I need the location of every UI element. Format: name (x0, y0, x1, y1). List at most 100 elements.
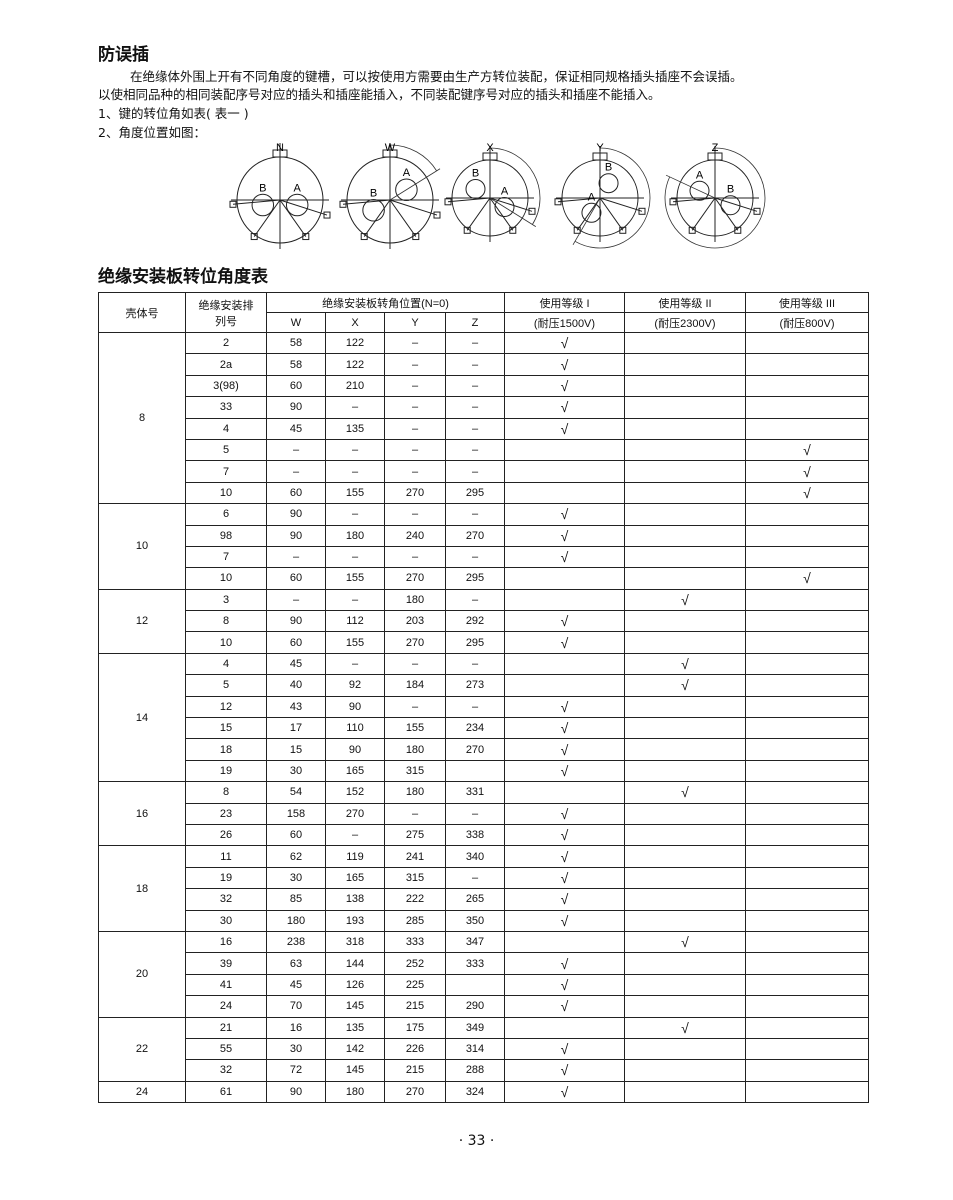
cell-x: – (325, 652, 385, 676)
cell-w: 17 (266, 717, 326, 740)
cell-grade-2 (624, 738, 746, 761)
paragraph-1: 在绝缘体外围上开有不同角度的键槽，可以按使用方需要由生产方转位装配，保证相同规格… (130, 69, 743, 84)
cell-z: 340 (445, 845, 505, 868)
cell-shell: 8 (98, 331, 186, 505)
cell-grade-3 (745, 331, 869, 355)
cell-grade-1: √ (504, 888, 625, 911)
contact-hole-b (598, 173, 619, 194)
header-grade-2-voltage: (耐压2300V) (624, 312, 746, 333)
cell-y: 240 (384, 524, 446, 547)
table-row: 7– – – – √ (99, 545, 869, 569)
mounting-lug (433, 211, 441, 219)
cell-seq: 10 (185, 481, 267, 505)
cell-grade-2 (624, 1080, 746, 1104)
cell-z: – (445, 331, 505, 355)
cell-w: – (266, 438, 326, 462)
cell-w: 58 (266, 331, 326, 355)
cell-w: – (266, 460, 326, 483)
cell-seq: 26 (185, 823, 267, 847)
cell-z: 349 (445, 1016, 505, 1039)
cell-w: 58 (266, 353, 326, 376)
table-row: 8 2 58 122– – √ (98, 331, 869, 505)
cell-grade-2 (624, 503, 746, 526)
rotation-angle-line (572, 197, 601, 245)
cell-grade-2 (624, 460, 746, 483)
cell-grade-3 (745, 823, 869, 847)
header-w: W (266, 312, 326, 333)
cell-grade-2 (624, 802, 746, 825)
table-row: 19 30 165 315 √ (99, 759, 869, 783)
cell-grade-1: √ (504, 866, 625, 890)
cell-grade-3 (745, 695, 869, 719)
cell-seq: 10 (185, 631, 267, 654)
table-row: 2a 58 122– – √ (99, 353, 869, 376)
contact-hole-b (251, 193, 275, 217)
cell-grade-2 (624, 567, 746, 590)
cell-w: 180 (266, 909, 326, 932)
cell-w: 43 (266, 695, 326, 719)
cell-grade-2: √ (624, 1016, 746, 1039)
cell-x: 142 (325, 1037, 385, 1061)
mounting-line (672, 197, 716, 203)
mounting-lug (360, 233, 368, 241)
cell-seq: 23 (185, 802, 267, 825)
cell-z: – (445, 695, 505, 719)
cell-grade-3 (745, 374, 869, 398)
cell-w: 238 (266, 930, 326, 954)
cell-grade-1: √ (504, 353, 625, 376)
table-row: 98 90 180 240 270 √ (99, 524, 869, 547)
header-z: Z (445, 312, 505, 333)
cell-x: 210 (325, 374, 385, 398)
position-label: Z (712, 142, 719, 154)
cell-grade-3 (745, 545, 869, 569)
cell-w: 90 (266, 524, 326, 547)
contact-hole-b (465, 178, 486, 199)
mounting-line (557, 197, 601, 203)
cell-x: 135 (325, 1016, 385, 1039)
cell-z: 331 (445, 781, 505, 804)
mounting-line (279, 199, 307, 237)
mounting-line (253, 199, 281, 237)
cell-shell: 14 (98, 652, 186, 783)
mounting-lug (509, 226, 517, 234)
cell-y: 270 (384, 631, 446, 654)
cell-seq: 5 (185, 674, 267, 697)
cell-w: 158 (266, 802, 326, 825)
contact-label-b: B (370, 188, 377, 200)
table-row: 7– – – – √ (99, 460, 869, 483)
table-row: 22 21 16 135 175 349 √ (98, 1016, 869, 1082)
cell-z: – (445, 438, 505, 462)
cell-y: 215 (384, 1059, 446, 1082)
cell-z: – (445, 545, 505, 569)
paragraph-2: 以使相同品种的相同装配序号对应的插头和插座能插入，不同装配键序号对应的插头和插座… (98, 87, 661, 102)
cell-seq: 41 (185, 973, 267, 997)
position-label: N (276, 142, 284, 154)
cell-y: 226 (384, 1037, 446, 1061)
cell-shell: 18 (98, 845, 186, 932)
cell-grade-2 (624, 353, 746, 376)
contact-hole-b (362, 199, 385, 222)
cell-w: 60 (266, 481, 326, 505)
cell-w: 72 (266, 1059, 326, 1082)
cell-grade-2: √ (624, 781, 746, 804)
rotation-angle-line (389, 168, 441, 201)
cell-y: 275 (384, 823, 446, 847)
contact-label-a: A (588, 191, 596, 203)
cell-seq: 10 (185, 567, 267, 590)
cell-grade-2: √ (624, 930, 746, 954)
cell-w: 15 (266, 738, 326, 761)
cell-y: – (384, 353, 446, 376)
cell-x: – (325, 823, 385, 847)
table-row: 10 6 90– – – √ (98, 503, 869, 590)
cell-grade-2 (624, 866, 746, 890)
cell-grade-1: √ (504, 417, 625, 440)
table-row: 18 15 90 180 270 √ (99, 738, 869, 761)
cell-grade-2 (624, 952, 746, 975)
cell-y: – (384, 438, 446, 462)
mounting-lug (250, 233, 258, 241)
mounting-lug (229, 200, 237, 208)
cell-y: 184 (384, 674, 446, 697)
cell-z: 314 (445, 1037, 505, 1061)
cell-z: 265 (445, 888, 505, 911)
